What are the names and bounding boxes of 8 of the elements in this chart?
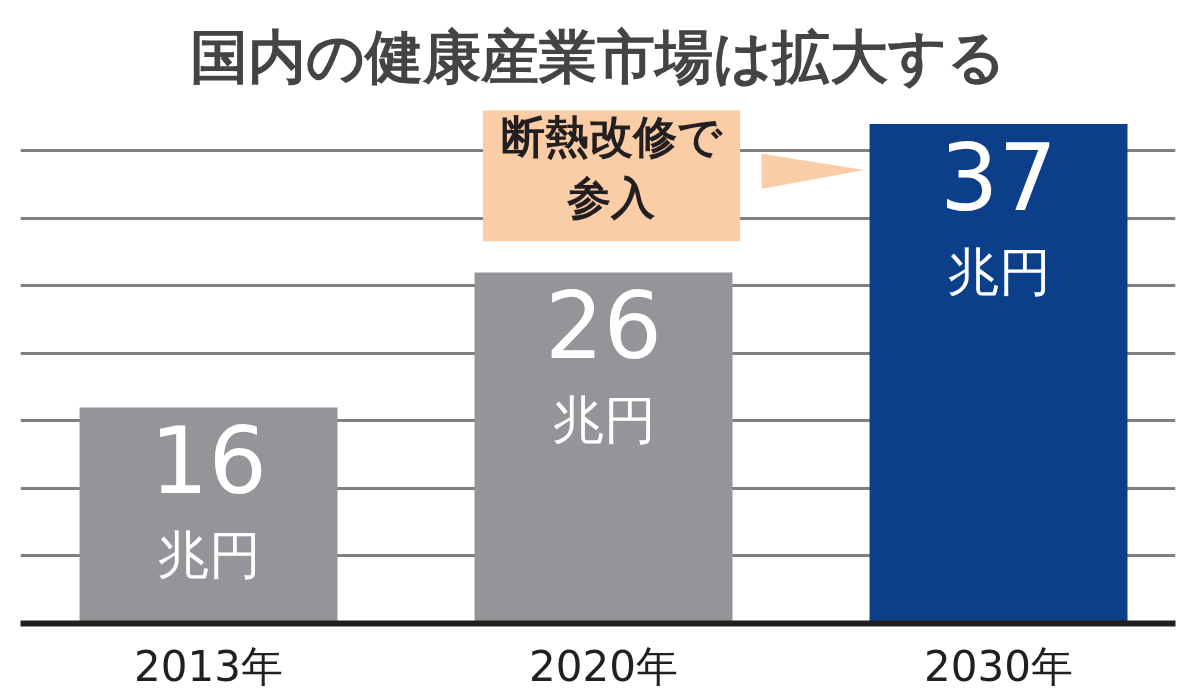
- chart-title: 国内の健康産業市場は拡大する: [190, 22, 1006, 91]
- annotation: 断熱改修で参入: [500, 111, 723, 224]
- data-label: 37 兆円: [940, 124, 1058, 302]
- x-tick-label: 2030年: [924, 641, 1073, 691]
- data-label: 16 兆円: [149, 408, 268, 586]
- x-tick-label: 2020年: [529, 641, 678, 691]
- data-label: 26 兆円: [545, 273, 663, 451]
- x-tick-label: 2013年: [134, 641, 283, 691]
